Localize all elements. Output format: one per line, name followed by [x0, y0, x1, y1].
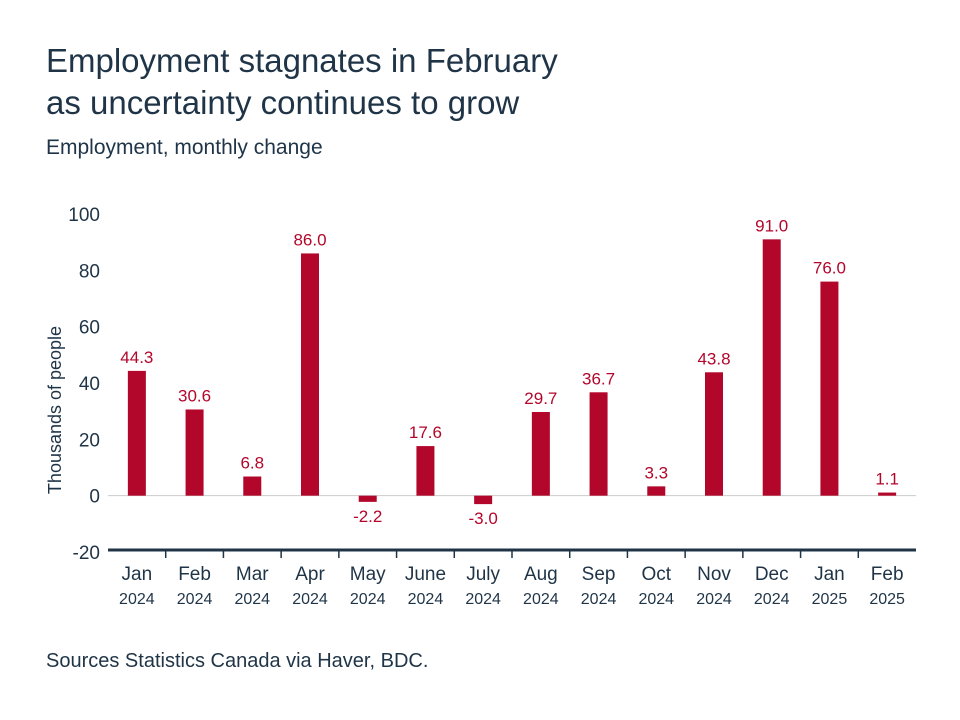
- y-tick-label: 60: [79, 318, 100, 339]
- x-tick-label-year: 2024: [119, 591, 155, 608]
- bar: [762, 239, 781, 496]
- x-tick-label-month: Apr: [295, 564, 325, 585]
- bar: [878, 492, 897, 496]
- x-tick-label-month: Feb: [178, 564, 211, 585]
- bar: [301, 253, 319, 496]
- x-axis-ticks: Jan 2024 Feb 2024 Mar 2024 Apr 2024 May 2024 June 2…: [119, 550, 905, 608]
- data-label: 91.0: [755, 216, 788, 235]
- x-tick-label-year: 2024: [465, 591, 501, 608]
- data-label: -2.2: [353, 507, 382, 526]
- bar: [705, 372, 723, 496]
- chart-title-line-2: as uncertainty continues to grow: [46, 84, 520, 121]
- x-tick-label-year: 2024: [177, 591, 213, 608]
- x-tick-label-year: 2024: [638, 591, 674, 608]
- source-note: Sources Statistics Canada via Haver, BDC…: [46, 650, 429, 672]
- x-tick-label-month: Aug: [524, 564, 558, 585]
- x-tick-label-year: 2024: [234, 591, 270, 608]
- data-label: 17.6: [409, 423, 442, 442]
- x-tick-label-month: Mar: [236, 564, 269, 585]
- bar: [358, 495, 377, 502]
- x-tick-label-month: Sep: [582, 564, 616, 585]
- x-tick-label-year: 2024: [581, 591, 617, 608]
- data-label: 76.0: [813, 259, 846, 278]
- x-tick-label-year: 2025: [812, 591, 848, 608]
- x-tick-label-month: July: [466, 564, 500, 585]
- bar: [185, 409, 204, 496]
- x-tick-label-month: Jan: [814, 564, 845, 585]
- bar: [589, 392, 608, 496]
- data-label: 6.8: [240, 454, 264, 473]
- x-tick-label-month: June: [405, 564, 446, 585]
- bar: [127, 370, 146, 496]
- x-tick-label-month: Nov: [697, 564, 731, 585]
- data-label: 1.1: [875, 470, 899, 489]
- x-tick-label-month: May: [350, 564, 386, 585]
- x-tick-label-month: Jan: [122, 564, 153, 585]
- x-tick-label-month: Oct: [642, 564, 672, 585]
- data-label: 36.7: [582, 369, 615, 388]
- y-tick-label: 100: [68, 205, 100, 226]
- chart-title-line-1: Employment stagnates in February: [46, 42, 558, 79]
- x-tick-label-year: 2025: [869, 591, 905, 608]
- x-tick-label-year: 2024: [523, 591, 559, 608]
- x-tick-label-year: 2024: [350, 591, 386, 608]
- data-label: -3.0: [468, 509, 497, 528]
- data-label: 3.3: [644, 463, 668, 482]
- x-tick-label-month: Feb: [871, 564, 904, 585]
- data-label: 43.8: [697, 349, 730, 368]
- bar: [416, 446, 435, 496]
- bars-group: [127, 239, 897, 505]
- chart-title: Employment stagnates in February as unce…: [46, 40, 906, 124]
- x-tick-label-year: 2024: [754, 591, 790, 608]
- bar: [531, 412, 550, 496]
- data-label: 44.3: [120, 348, 153, 367]
- bar: [820, 281, 839, 496]
- data-label: 30.6: [178, 386, 211, 405]
- bar: [243, 476, 262, 496]
- data-labels-group: 44.3 30.6 6.8 86.0 -2.2 17.6 -3.0 29.7 36.7 3.3 43…: [120, 216, 899, 528]
- bar: [647, 486, 666, 496]
- data-label: 86.0: [293, 230, 326, 249]
- x-tick-label-year: 2024: [292, 591, 328, 608]
- x-tick-label-year: 2024: [696, 591, 732, 608]
- x-tick-label-month: Dec: [755, 564, 789, 585]
- x-tick-label-year: 2024: [408, 591, 444, 608]
- data-label: 29.7: [524, 389, 557, 408]
- y-tick-label: -20: [73, 543, 100, 564]
- y-axis-ticks: 100 80 60 40 20 0 -20: [68, 205, 100, 564]
- y-axis-label: Thousands of people: [45, 326, 65, 494]
- y-tick-label: 20: [79, 430, 100, 451]
- y-tick-label: 80: [79, 261, 100, 282]
- bar-chart: Thousands of people 100 80 60 40 20 0 -20 44.3…: [45, 205, 916, 608]
- y-tick-label: 40: [79, 374, 100, 395]
- chart-subtitle: Employment, monthly change: [46, 136, 323, 159]
- bar: [474, 495, 493, 505]
- y-tick-label: 0: [89, 487, 100, 508]
